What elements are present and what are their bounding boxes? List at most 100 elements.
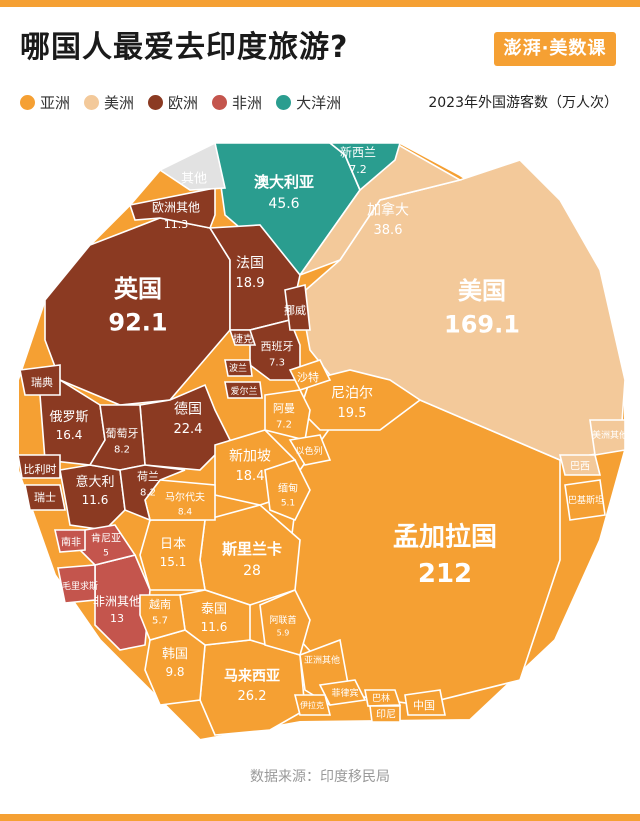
treemap-cell-label: 毛里求斯 [62,580,98,592]
treemap-cell-label: 葡萄牙 [106,427,139,440]
treemap-cell-shape [369,705,401,723]
treemap-cell-shape [564,479,606,521]
legend: 亚洲 美洲 欧洲 非洲 大洋洲 [20,92,355,112]
treemap-cell: 荷兰 8.2 [119,464,186,522]
treemap-cell-value: 22.4 [174,422,203,437]
treemap-cell-label: 新西兰 [340,144,376,159]
treemap-cell: 巴基斯坦 [564,479,606,521]
legend-swatch-europe [148,94,164,110]
legend-swatch-oceania [276,94,292,110]
treemap-cell-shape [364,689,402,707]
treemap-cell-value: 11.6 [82,493,109,507]
treemap-cell: 尼泊尔 19.5 [299,369,422,431]
treemap-cell-shape [224,381,263,399]
treemap-cell-value: 8.4 [178,508,193,518]
treemap-cell-label: 意大利 [75,474,114,490]
treemap-cell: 马尔代夫 8.4 [144,479,216,521]
treemap-cell-label: 巴林 [372,692,390,704]
treemap-cell-shape [404,689,446,716]
treemap-cell-value: 92.1 [108,308,167,336]
treemap-cell-value: 38.6 [374,223,403,238]
treemap-cell: 英国 92.1 [44,217,231,406]
treemap-cell: 中国 [404,689,446,716]
treemap-cell: 美洲其他 [589,419,628,456]
treemap-cell: 阿联酋 5.9 [259,588,311,656]
legend-swatch-asia [20,94,35,110]
treemap-cell-value: 5 [103,549,109,559]
treemap-cell-label: 欧洲其他 [152,200,200,214]
treemap-cell-label: 越南 [149,597,171,611]
treemap-cell-value: 15.1 [160,555,187,569]
treemap-cell-value: 8.2 [114,444,130,455]
treemap-cell: 爱尔兰 [224,381,263,399]
legend-swatch-africa [212,94,228,110]
treemap-cell-label: 孟加拉国 [393,522,497,553]
treemap-cell: 南非 [53,529,86,553]
treemap-cell: 韩国 9.8 [144,629,206,706]
treemap-cell-shape [224,359,253,377]
treemap-cell-value: 5.7 [152,615,168,626]
treemap-cell-shape [297,142,463,277]
treemap-cell-label: 法国 [236,255,264,271]
treemap-cell: 比利时 [17,454,61,479]
treemap-cell-shape [19,364,61,396]
treemap-cell-shape [327,142,402,192]
treemap-cell: 伊拉克 [293,694,332,716]
treemap-cell-label: 西班牙 [261,340,294,353]
treemap-cell-label: 巴西 [570,461,590,473]
treemap-cell-label: 英国 [114,275,162,303]
legend-item-europe: 欧洲 [148,92,198,113]
treemap-cell: 印尼 [369,705,401,723]
treemap-cell-label: 肯尼亚 [91,532,121,545]
treemap-cell: 德国 22.4 [139,383,231,471]
treemap-cell-label: 菲律宾 [331,687,358,699]
treemap-cell: 捷克 [228,329,257,346]
treemap-cell-label: 新加坡 [229,448,271,464]
treemap-cell-label: 美洲其他 [592,429,628,441]
treemap-cell-shape [57,564,96,604]
treemap-cell: 瑞士 [24,484,66,511]
treemap-cell-value: 16.4 [56,428,83,442]
treemap-cell-label: 非洲其他 [93,594,141,608]
treemap-cell-label: 泰国 [201,602,227,617]
treemap-cell-label: 阿曼 [273,402,295,415]
treemap-cell-value: 5.9 [277,629,290,638]
treemap-cell-label: 以色列 [295,445,322,457]
treemap-cell-label: 挪威 [284,303,306,317]
treemap-cell-label: 瑞士 [34,490,56,504]
treemap-cell: 越南 5.7 [139,594,186,641]
treemap-cell: 西班牙 7.3 [249,319,301,381]
treemap-cell-label: 印尼 [376,709,396,721]
legend-item-americas: 美洲 [84,92,134,113]
legend-label-africa: 非洲 [232,93,263,112]
treemap-cell: 新西兰 7.2 [327,142,402,192]
unit-note: 2023年外国游客数（万人次） [428,95,618,111]
treemap-cell-shape [228,329,257,346]
treemap-cell-value: 11.6 [201,620,228,634]
legend-item-oceania: 大洋洲 [276,92,341,113]
treemap-cell: 孟加拉国 212 [289,399,561,706]
treemap-cell-label: 爱尔兰 [230,385,257,397]
treemap-cell-value: 8.2 [140,487,156,498]
treemap-cell-shape [288,359,332,391]
treemap-cell-shape [293,694,332,716]
treemap-cell-label: 马来西亚 [224,668,280,684]
legend-label-oceania: 大洋洲 [296,93,342,112]
treemap-cell-value: 9.8 [165,665,184,679]
treemap-cell-value: 19.5 [338,406,367,421]
treemap-cell-label: 伊拉克 [300,700,324,710]
legend-label-americas: 美洲 [104,93,135,112]
legend-label-europe: 欧洲 [168,93,199,112]
treemap-cell-label: 美国 [458,277,506,305]
top-accent-bar [0,0,640,7]
treemap-cell-label: 德国 [174,401,202,417]
treemap-cell-shape [119,464,186,522]
treemap-cell-value: 45.6 [268,196,299,212]
treemap-cell-shape [264,459,311,522]
treemap-cell-shape [199,639,306,736]
treemap-cell: 沙特 [288,359,332,391]
treemap-cell-shape [318,679,367,706]
treemap-cell: 欧洲其他 11.3 [128,187,216,231]
treemap-cell-label: 俄罗斯 [49,410,88,425]
